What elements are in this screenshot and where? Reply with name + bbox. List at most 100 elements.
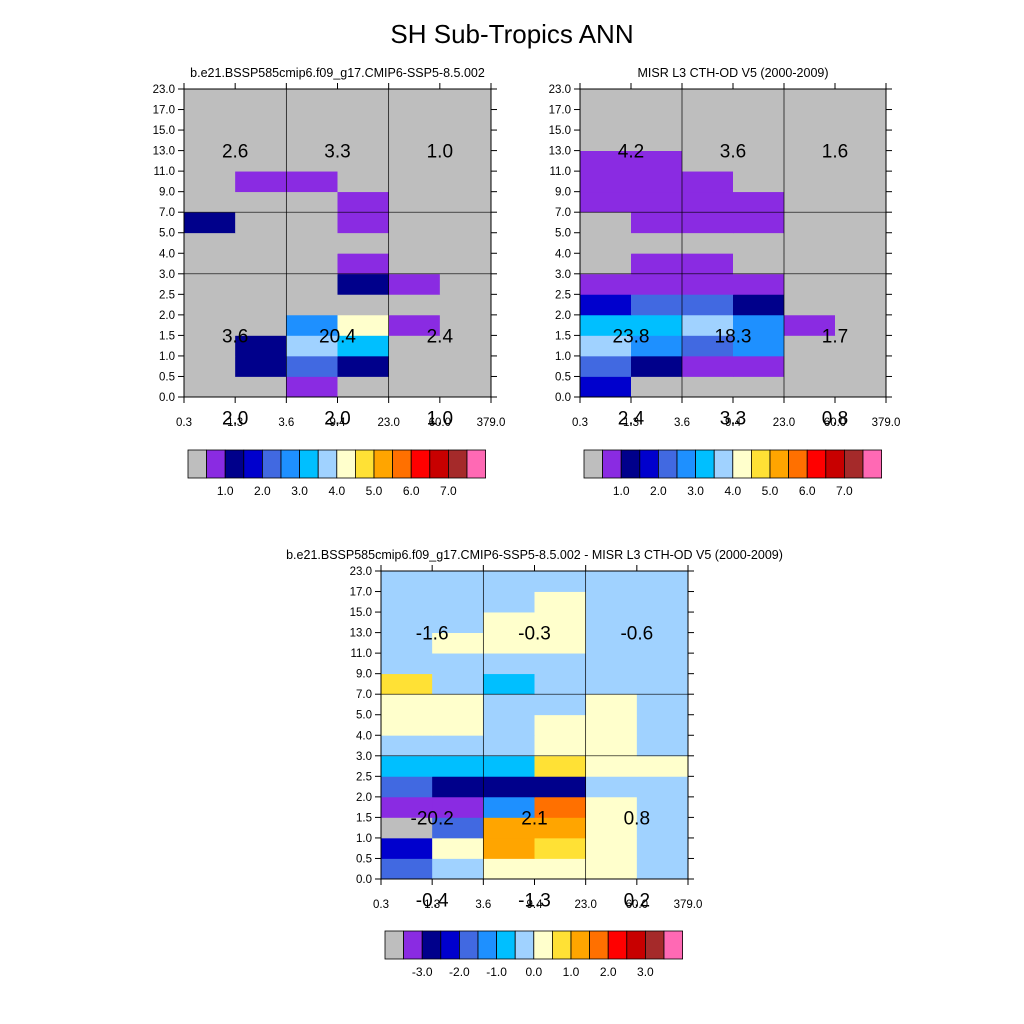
colorbar-swatch xyxy=(663,930,684,960)
colorbar-swatch xyxy=(336,449,356,479)
heatmap-cell xyxy=(784,335,836,357)
heatmap-cell xyxy=(636,694,689,716)
y-tick-label: 3.0 xyxy=(159,269,175,281)
heatmap-cell xyxy=(381,817,433,839)
heatmap-cell xyxy=(784,150,836,172)
heatmap-cell xyxy=(483,714,535,736)
y-tick-label: 4.0 xyxy=(555,248,571,260)
cell-value-label: 18.3 xyxy=(715,326,752,347)
heatmap-cell xyxy=(631,109,683,131)
y-tick-label: 2.0 xyxy=(356,792,372,804)
heatmap-cell xyxy=(585,776,638,798)
heatmap-cell xyxy=(388,150,441,172)
heatmap-cell xyxy=(483,591,535,613)
heatmap-cell xyxy=(784,314,836,336)
heatmap-cell xyxy=(286,232,338,254)
x-tick-label: 9.4 xyxy=(527,899,544,911)
heatmap-cell xyxy=(784,232,836,254)
y-tick-label: 1.0 xyxy=(159,351,175,363)
heatmap-cell xyxy=(235,191,287,213)
heatmap-cell xyxy=(483,632,535,654)
heatmap-cell xyxy=(286,109,338,131)
heatmap-cell xyxy=(439,89,492,110)
y-tick-label: 2.0 xyxy=(159,310,175,322)
x-tick-label: 60.0 xyxy=(429,417,451,429)
heatmap-cell xyxy=(184,314,236,336)
heatmap-cell xyxy=(483,776,535,798)
cell-value-label: 0.8 xyxy=(822,409,848,430)
heatmap-cell xyxy=(235,130,287,151)
heatmap-cell xyxy=(534,714,587,736)
colorbar-swatch xyxy=(695,449,715,479)
heatmap-cell xyxy=(835,314,887,336)
heatmap-cell xyxy=(585,755,638,777)
heatmap-cell xyxy=(682,355,734,377)
heatmap-cell xyxy=(235,314,287,336)
heatmap-cell xyxy=(631,232,683,254)
heatmap-cell xyxy=(432,714,484,736)
colorbar-swatch xyxy=(676,449,697,479)
heatmap-cell xyxy=(235,294,287,316)
heatmap-cell xyxy=(381,653,433,675)
colorbar-swatch xyxy=(751,449,771,479)
heatmap-cell xyxy=(337,314,390,336)
colorbar-label: 7.0 xyxy=(836,484,853,498)
heatmap-cell xyxy=(580,273,632,295)
heatmap-cell xyxy=(784,191,836,213)
heatmap-cell xyxy=(784,212,836,234)
colorbar-swatch xyxy=(403,930,423,960)
heatmap-cell xyxy=(580,130,632,151)
heatmap-cell xyxy=(835,171,887,193)
heatmap-cell xyxy=(381,755,433,777)
colorbar-swatch xyxy=(645,930,665,960)
heatmap-cell xyxy=(286,376,338,398)
colorbar-label: 5.0 xyxy=(366,484,383,498)
heatmap-cell xyxy=(585,796,638,818)
cell-value-label: 4.2 xyxy=(618,142,644,163)
colorbar-swatch xyxy=(862,449,883,479)
heatmap-cell xyxy=(286,212,338,234)
heatmap-cell xyxy=(682,89,734,110)
heatmap-cell xyxy=(381,632,433,654)
heatmap-cell xyxy=(235,171,287,193)
cell-value-label: 1.0 xyxy=(427,409,453,430)
y-tick-label: 4.0 xyxy=(356,730,372,742)
heatmap-cell xyxy=(534,755,587,777)
heatmap-cell xyxy=(337,273,390,295)
x-tick-label: 23.0 xyxy=(377,417,399,429)
heatmap-cell xyxy=(439,150,492,172)
panel-difference: b.e21.BSSP585cmip6.f09_g17.CMIP6-SSP5-8.… xyxy=(286,548,783,979)
heatmap-cell xyxy=(580,232,632,254)
colorbar-swatch xyxy=(373,449,394,479)
heatmap-cell xyxy=(184,171,236,193)
heatmap-cell xyxy=(439,314,492,336)
heatmap-cell xyxy=(835,335,887,357)
panel-title: b.e21.BSSP585cmip6.f09_g17.CMIP6-SSP5-8.… xyxy=(286,548,783,562)
heatmap-cell xyxy=(184,273,236,295)
heatmap-cell xyxy=(733,109,785,131)
colorbar-swatch xyxy=(477,930,498,960)
heatmap-cell xyxy=(580,109,632,131)
heatmap-cell xyxy=(439,253,492,275)
colorbar-swatch xyxy=(844,449,864,479)
heatmap-cell xyxy=(784,273,836,295)
panel-model: b.e21.BSSP585cmip6.f09_g17.CMIP6-SSP5-8.… xyxy=(153,66,506,498)
y-tick-label: 5.0 xyxy=(356,710,372,722)
heatmap-cell xyxy=(286,150,338,172)
colorbar-swatch xyxy=(496,930,516,960)
colorbar-swatch xyxy=(466,449,487,479)
colorbar-swatch xyxy=(607,930,628,960)
colorbar-swatch xyxy=(602,449,622,479)
colorbar-swatch xyxy=(458,930,479,960)
heatmap-cell xyxy=(432,817,484,839)
heatmap-cell xyxy=(631,273,683,295)
heatmap-cell xyxy=(381,735,433,757)
heatmap-cell xyxy=(388,253,441,275)
colorbar-swatch xyxy=(261,449,282,479)
y-tick-label: 9.0 xyxy=(555,187,571,199)
cell-value-label: -20.2 xyxy=(411,808,454,829)
cell-value-label: 20.4 xyxy=(319,326,356,347)
x-tick-label: 379.0 xyxy=(477,417,506,429)
cell-value-label: 0.8 xyxy=(624,808,650,829)
heatmap-cell xyxy=(381,612,433,633)
